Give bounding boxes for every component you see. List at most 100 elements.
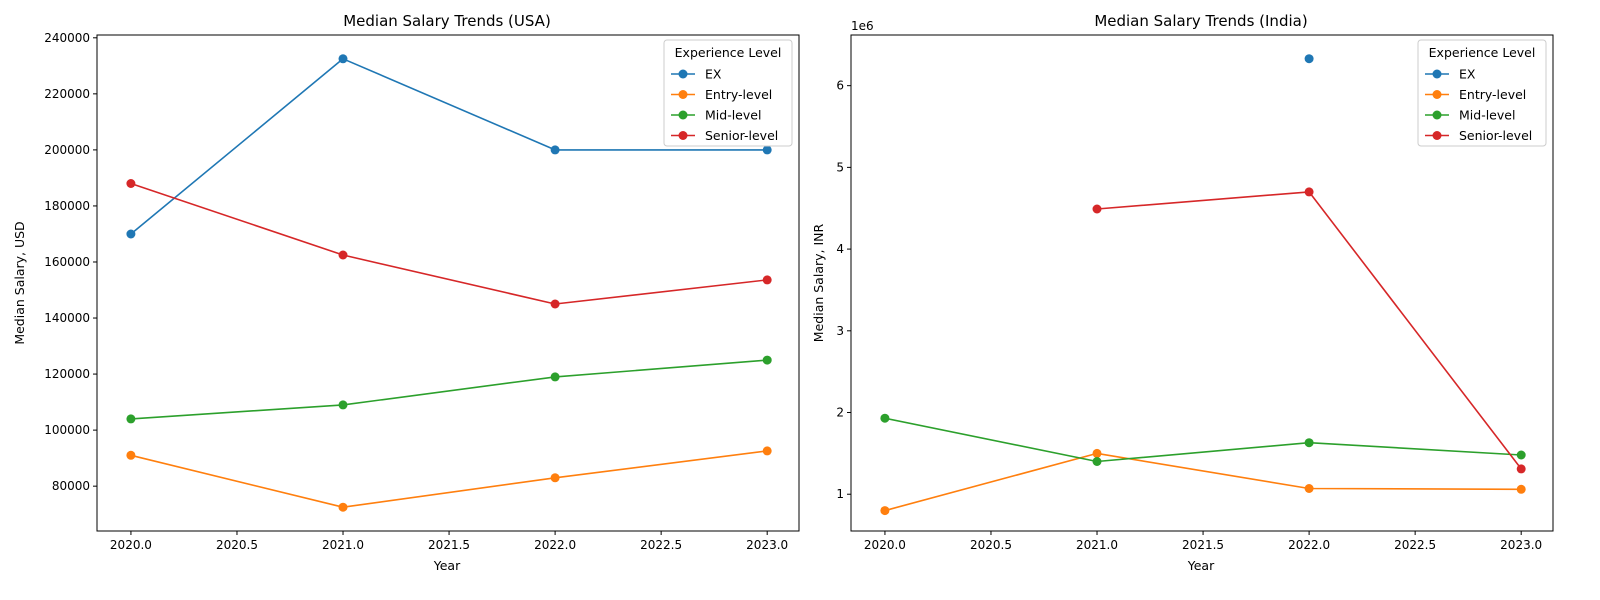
data-point bbox=[762, 446, 772, 456]
x-tick-label: 2022.5 bbox=[1394, 538, 1436, 552]
offset-text: 1e6 bbox=[851, 19, 874, 33]
data-point bbox=[338, 502, 348, 512]
y-tick-label: 220000 bbox=[44, 87, 90, 101]
series-entry-level bbox=[880, 448, 1526, 516]
data-point bbox=[126, 450, 136, 460]
legend-marker bbox=[678, 110, 688, 120]
legend-label: Senior-level bbox=[1459, 128, 1532, 143]
y-tick-label: 240000 bbox=[44, 31, 90, 45]
legend-item: Entry-level bbox=[1425, 87, 1526, 102]
data-point bbox=[1304, 484, 1314, 493]
x-tick-label: 2021.5 bbox=[1182, 538, 1224, 552]
legend-item: Mid-level bbox=[671, 108, 761, 123]
data-point bbox=[550, 473, 560, 483]
y-axis-label: Median Salary, INR bbox=[811, 224, 826, 343]
data-point bbox=[880, 506, 890, 516]
legend-item: Senior-level bbox=[1425, 128, 1532, 143]
y-tick-label: 140000 bbox=[44, 311, 90, 325]
series-mid-level bbox=[880, 413, 1526, 466]
chart-usa: Median Salary Trends (USA) Year Median S… bbox=[12, 12, 800, 573]
legend-label: EX bbox=[705, 67, 722, 82]
data-point bbox=[1304, 438, 1314, 448]
series-ex bbox=[1304, 54, 1314, 64]
legend-label: EX bbox=[1459, 67, 1476, 82]
data-point bbox=[338, 250, 348, 260]
data-point bbox=[762, 355, 772, 365]
x-tick-label: 2020.5 bbox=[216, 538, 258, 552]
chart-title: Median Salary Trends (USA) bbox=[343, 12, 551, 30]
data-point bbox=[550, 299, 560, 309]
legend-box bbox=[1417, 39, 1547, 147]
legend-label: Entry-level bbox=[1459, 87, 1526, 102]
legend-label: Mid-level bbox=[1459, 108, 1515, 123]
y-tick-label: 1 bbox=[836, 487, 844, 501]
data-point bbox=[762, 145, 772, 155]
x-tick-label: 2021.0 bbox=[322, 538, 364, 552]
x-tick-label: 2020.0 bbox=[110, 538, 152, 552]
y-tick-label: 4 bbox=[836, 242, 844, 256]
data-point bbox=[1092, 204, 1102, 214]
legend-item: Entry-level bbox=[671, 87, 772, 102]
series-senior-level bbox=[126, 179, 772, 309]
x-axis-label: Year bbox=[433, 558, 461, 573]
data-point bbox=[126, 229, 136, 239]
chart-india: Median Salary Trends (India) Year Median… bbox=[811, 12, 1554, 573]
series-line bbox=[130, 57, 768, 235]
y-axis-label: Median Salary, USD bbox=[12, 221, 27, 344]
data-point bbox=[126, 414, 136, 424]
data-point bbox=[1092, 448, 1102, 458]
legend-item: EX bbox=[671, 67, 722, 82]
legend-item: EX bbox=[1425, 67, 1476, 82]
y-tick-label: 120000 bbox=[44, 367, 90, 381]
plot-area-frame bbox=[850, 34, 1554, 532]
data-point bbox=[550, 145, 560, 155]
x-tick-label: 2020.5 bbox=[970, 538, 1012, 552]
series-line bbox=[884, 417, 1522, 463]
y-tick-label: 180000 bbox=[44, 199, 90, 213]
legend-title: Experience Level bbox=[1429, 45, 1536, 60]
chart-title: Median Salary Trends (India) bbox=[1094, 12, 1307, 30]
data-point bbox=[338, 54, 348, 64]
legend-title: Experience Level bbox=[675, 45, 782, 60]
y-tick-label: 160000 bbox=[44, 255, 90, 269]
data-point bbox=[1304, 187, 1314, 197]
legend: Experience Level EX Entry-level Mid-level Se… bbox=[663, 39, 793, 147]
plot-area-frame bbox=[96, 34, 800, 532]
legend-label: Entry-level bbox=[705, 87, 772, 102]
legend-item: Mid-level bbox=[1425, 108, 1515, 123]
series-mid-level bbox=[126, 355, 772, 424]
series-line bbox=[130, 359, 768, 420]
legend-marker bbox=[678, 69, 688, 79]
y-tick-label: 80000 bbox=[52, 479, 90, 493]
legend-marker bbox=[1432, 131, 1442, 140]
legend-marker bbox=[1432, 110, 1442, 120]
data-point bbox=[1516, 450, 1526, 460]
x-tick-label: 2020.0 bbox=[864, 538, 906, 552]
data-point bbox=[1092, 457, 1102, 466]
legend-marker bbox=[1432, 90, 1442, 99]
y-tick-label: 200000 bbox=[44, 143, 90, 157]
series-line bbox=[884, 452, 1522, 512]
legend-label: Senior-level bbox=[705, 128, 778, 143]
y-tick-label: 2 bbox=[836, 406, 844, 420]
x-tick-label: 2023.0 bbox=[1500, 538, 1542, 552]
x-tick-label: 2021.5 bbox=[428, 538, 470, 552]
legend: Experience Level EX Entry-level Mid-level Se… bbox=[1417, 39, 1547, 147]
data-point bbox=[550, 372, 560, 382]
series-line bbox=[130, 450, 768, 509]
y-tick-label: 5 bbox=[836, 160, 844, 174]
data-point bbox=[338, 400, 348, 410]
legend-marker bbox=[678, 131, 688, 140]
data-point bbox=[1516, 464, 1526, 474]
x-axis-label: Year bbox=[1187, 558, 1215, 573]
x-tick-label: 2022.5 bbox=[640, 538, 682, 552]
x-tick-label: 2022.0 bbox=[1288, 538, 1330, 552]
legend-item: Senior-level bbox=[671, 128, 778, 143]
data-point bbox=[1304, 54, 1314, 64]
legend-label: Mid-level bbox=[705, 108, 761, 123]
series-senior-level bbox=[1092, 187, 1526, 474]
legend-marker bbox=[1432, 69, 1442, 79]
data-point bbox=[762, 275, 772, 285]
y-tick-label: 100000 bbox=[44, 423, 90, 437]
